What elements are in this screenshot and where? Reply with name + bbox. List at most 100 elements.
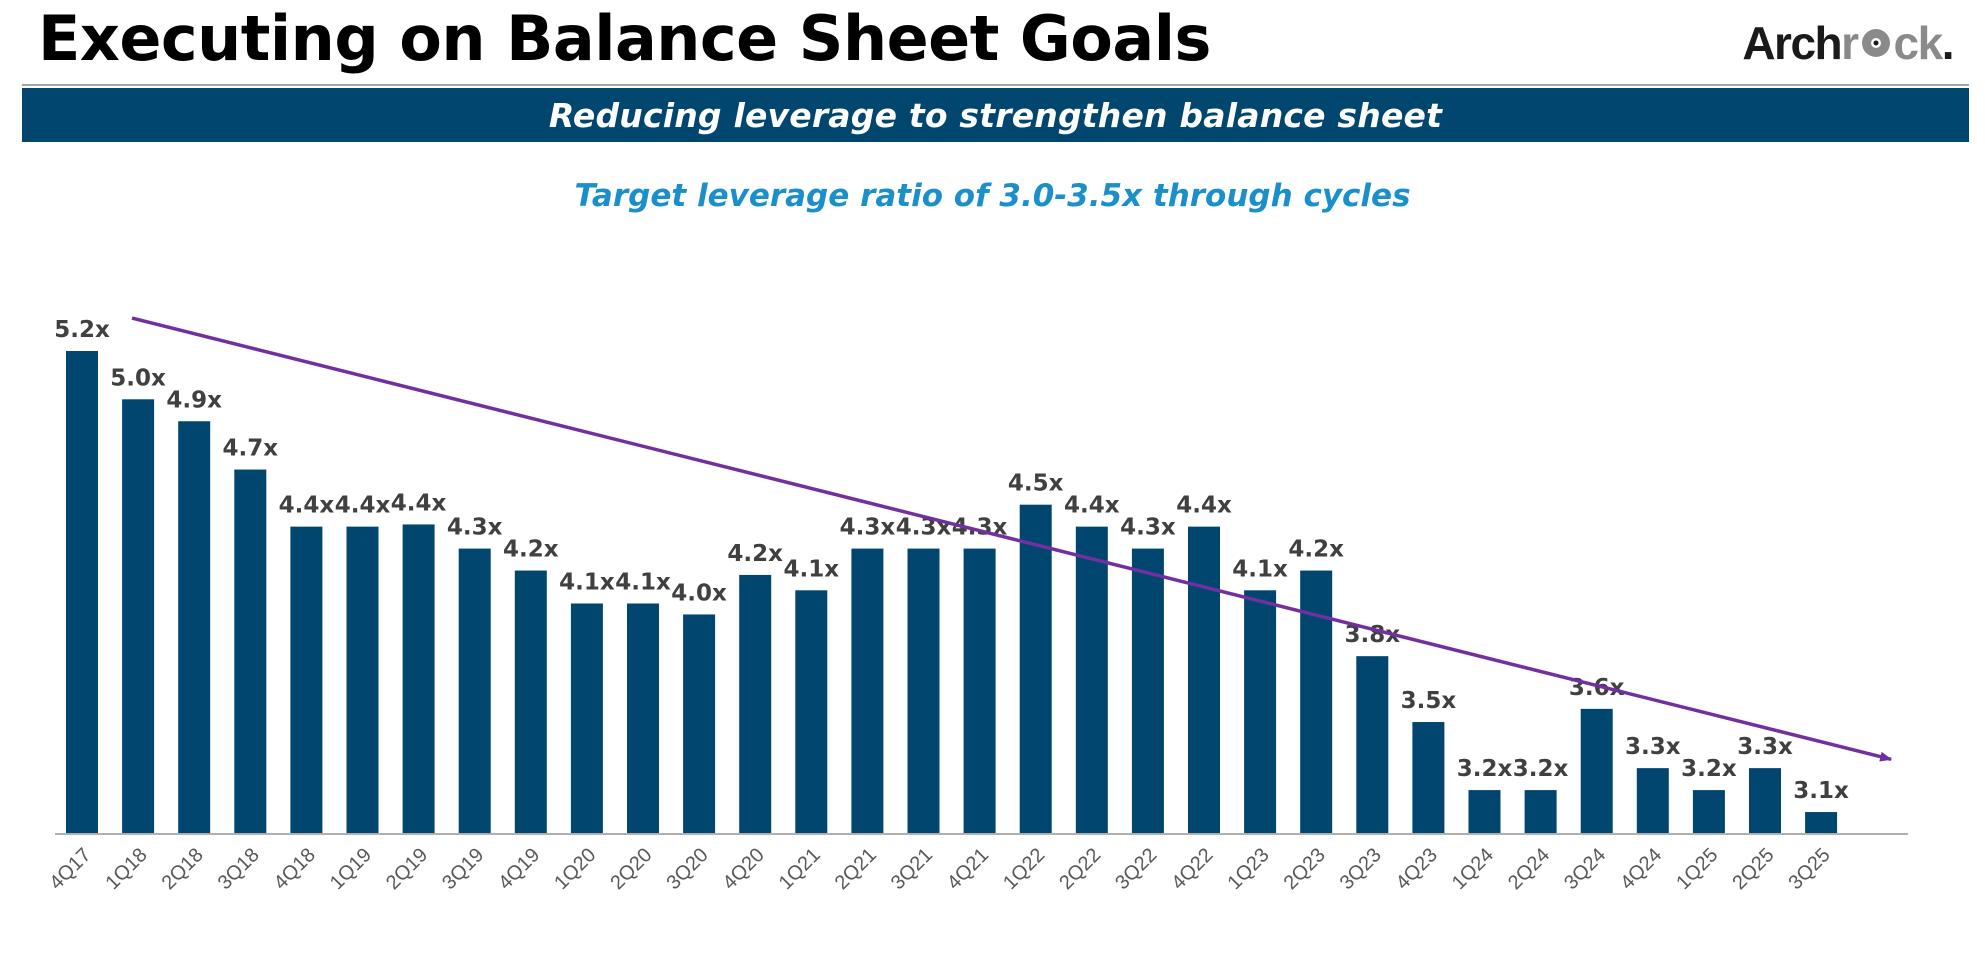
bar-1Q20 (570, 603, 603, 834)
bar-2Q23 (1300, 570, 1333, 834)
bar-1Q25 (1692, 790, 1725, 834)
bar-1Q18 (122, 399, 155, 834)
data-label-4Q18: 4.4x (279, 493, 335, 519)
data-label-4Q20: 4.2x (727, 541, 783, 567)
page-title: Executing on Balance Sheet Goals (38, 2, 1211, 75)
logo-text-part2: r (1841, 17, 1859, 69)
x-tick-4Q20: 4Q20 (719, 844, 769, 894)
x-tick-2Q18: 2Q18 (158, 844, 208, 894)
x-tick-1Q18: 1Q18 (101, 844, 151, 894)
bar-2Q24 (1524, 790, 1557, 834)
x-tick-3Q23: 3Q23 (1336, 844, 1386, 894)
x-tick-1Q23: 1Q23 (1223, 844, 1273, 894)
bar-3Q18 (234, 469, 267, 834)
bar-3Q24 (1580, 708, 1613, 834)
data-label-4Q19: 4.2x (503, 537, 559, 563)
x-tick-4Q24: 4Q24 (1616, 844, 1666, 894)
archrock-logo: Arch r ck . (1742, 16, 1955, 70)
data-label-1Q18: 5.0x (110, 365, 166, 391)
header-divider (22, 84, 1969, 86)
bar-3Q19 (458, 548, 491, 834)
bar-4Q24 (1636, 768, 1669, 834)
x-tick-3Q20: 3Q20 (662, 844, 712, 894)
data-label-2Q20: 4.1x (615, 569, 671, 595)
data-label-3Q20: 4.0x (671, 580, 727, 606)
bar-4Q23 (1412, 722, 1445, 834)
data-label-1Q22: 4.5x (1008, 471, 1064, 497)
data-label-1Q19: 4.4x (335, 493, 391, 519)
logo-gear-icon (1858, 26, 1894, 60)
x-tick-3Q22: 3Q22 (1111, 844, 1161, 894)
x-tick-1Q20: 1Q20 (550, 844, 600, 894)
data-label-2Q24: 3.2x (1513, 756, 1569, 782)
banner: Reducing leverage to strengthen balance … (22, 88, 1969, 142)
data-label-3Q25: 3.1x (1793, 778, 1849, 804)
data-label-2Q18: 4.9x (166, 387, 222, 413)
x-tick-2Q23: 2Q23 (1280, 844, 1330, 894)
x-tick-4Q17: 4Q17 (45, 844, 95, 894)
x-tick-2Q22: 2Q22 (1055, 844, 1105, 894)
x-tick-2Q21: 2Q21 (831, 844, 881, 894)
x-tick-1Q22: 1Q22 (999, 844, 1049, 894)
data-label-4Q23: 3.5x (1401, 688, 1457, 714)
data-label-3Q21: 4.3x (896, 515, 952, 541)
bar-1Q21 (795, 590, 828, 834)
bar-4Q20 (739, 574, 772, 834)
bar-1Q22 (1019, 504, 1052, 834)
bar-3Q25 (1805, 812, 1838, 834)
bar-3Q22 (1131, 548, 1164, 834)
data-label-2Q25: 3.3x (1737, 734, 1793, 760)
x-tick-3Q19: 3Q19 (438, 844, 488, 894)
bar-2Q18 (178, 421, 211, 834)
trend-arrow (131, 316, 1893, 762)
x-tick-4Q23: 4Q23 (1392, 844, 1442, 894)
logo-text-part1: Arch (1742, 17, 1842, 69)
x-tick-3Q18: 3Q18 (214, 844, 264, 894)
x-tick-1Q24: 1Q24 (1448, 844, 1498, 894)
x-tick-4Q19: 4Q19 (494, 844, 544, 894)
x-tick-4Q18: 4Q18 (270, 844, 320, 894)
bar-4Q17 (66, 351, 98, 834)
data-label-2Q19: 4.4x (391, 490, 447, 516)
x-tick-1Q19: 1Q19 (326, 844, 376, 894)
bar-1Q24 (1468, 790, 1501, 834)
data-label-1Q24: 3.2x (1457, 756, 1513, 782)
bar-1Q19 (346, 526, 379, 834)
data-label-1Q25: 3.2x (1681, 756, 1737, 782)
bar-4Q22 (1188, 526, 1220, 834)
bar-2Q21 (851, 548, 884, 834)
data-label-3Q22: 4.3x (1120, 515, 1176, 541)
data-label-4Q22: 4.4x (1176, 493, 1232, 519)
bar-4Q18 (290, 526, 323, 834)
bar-2Q20 (627, 603, 659, 834)
data-label-1Q23: 4.1x (1232, 556, 1288, 582)
bar-3Q21 (907, 548, 940, 834)
bar-2Q25 (1749, 768, 1781, 834)
data-label-2Q23: 4.2x (1288, 537, 1344, 563)
chart-subtitle: Target leverage ratio of 3.0-3.5x throug… (574, 178, 1411, 214)
banner-text: Reducing leverage to strengthen balance … (548, 95, 1443, 135)
bar-2Q19 (402, 524, 435, 834)
data-label-2Q22: 4.4x (1064, 493, 1120, 519)
x-tick-2Q24: 2Q24 (1504, 844, 1554, 894)
bar-3Q20 (683, 614, 716, 834)
data-label-1Q21: 4.1x (784, 556, 840, 582)
data-label-2Q21: 4.3x (840, 515, 896, 541)
x-tick-4Q21: 4Q21 (943, 844, 993, 894)
data-label-1Q20: 4.1x (559, 569, 615, 595)
x-tick-1Q25: 1Q25 (1672, 844, 1722, 894)
x-tick-4Q22: 4Q22 (1167, 844, 1217, 894)
logo-text-part3: ck (1893, 17, 1944, 69)
bar-2Q22 (1075, 526, 1108, 834)
x-tick-2Q20: 2Q20 (606, 844, 656, 894)
bar-4Q19 (514, 570, 547, 834)
data-label-4Q24: 3.3x (1625, 734, 1681, 760)
logo-text-dot: . (1941, 17, 1955, 69)
bar-1Q23 (1244, 590, 1277, 834)
data-label-3Q18: 4.7x (223, 436, 279, 462)
x-tick-3Q25: 3Q25 (1784, 844, 1834, 894)
x-tick-2Q19: 2Q19 (382, 844, 432, 894)
x-tick-3Q21: 3Q21 (887, 844, 937, 894)
data-label-4Q17: 5.2x (54, 317, 110, 343)
